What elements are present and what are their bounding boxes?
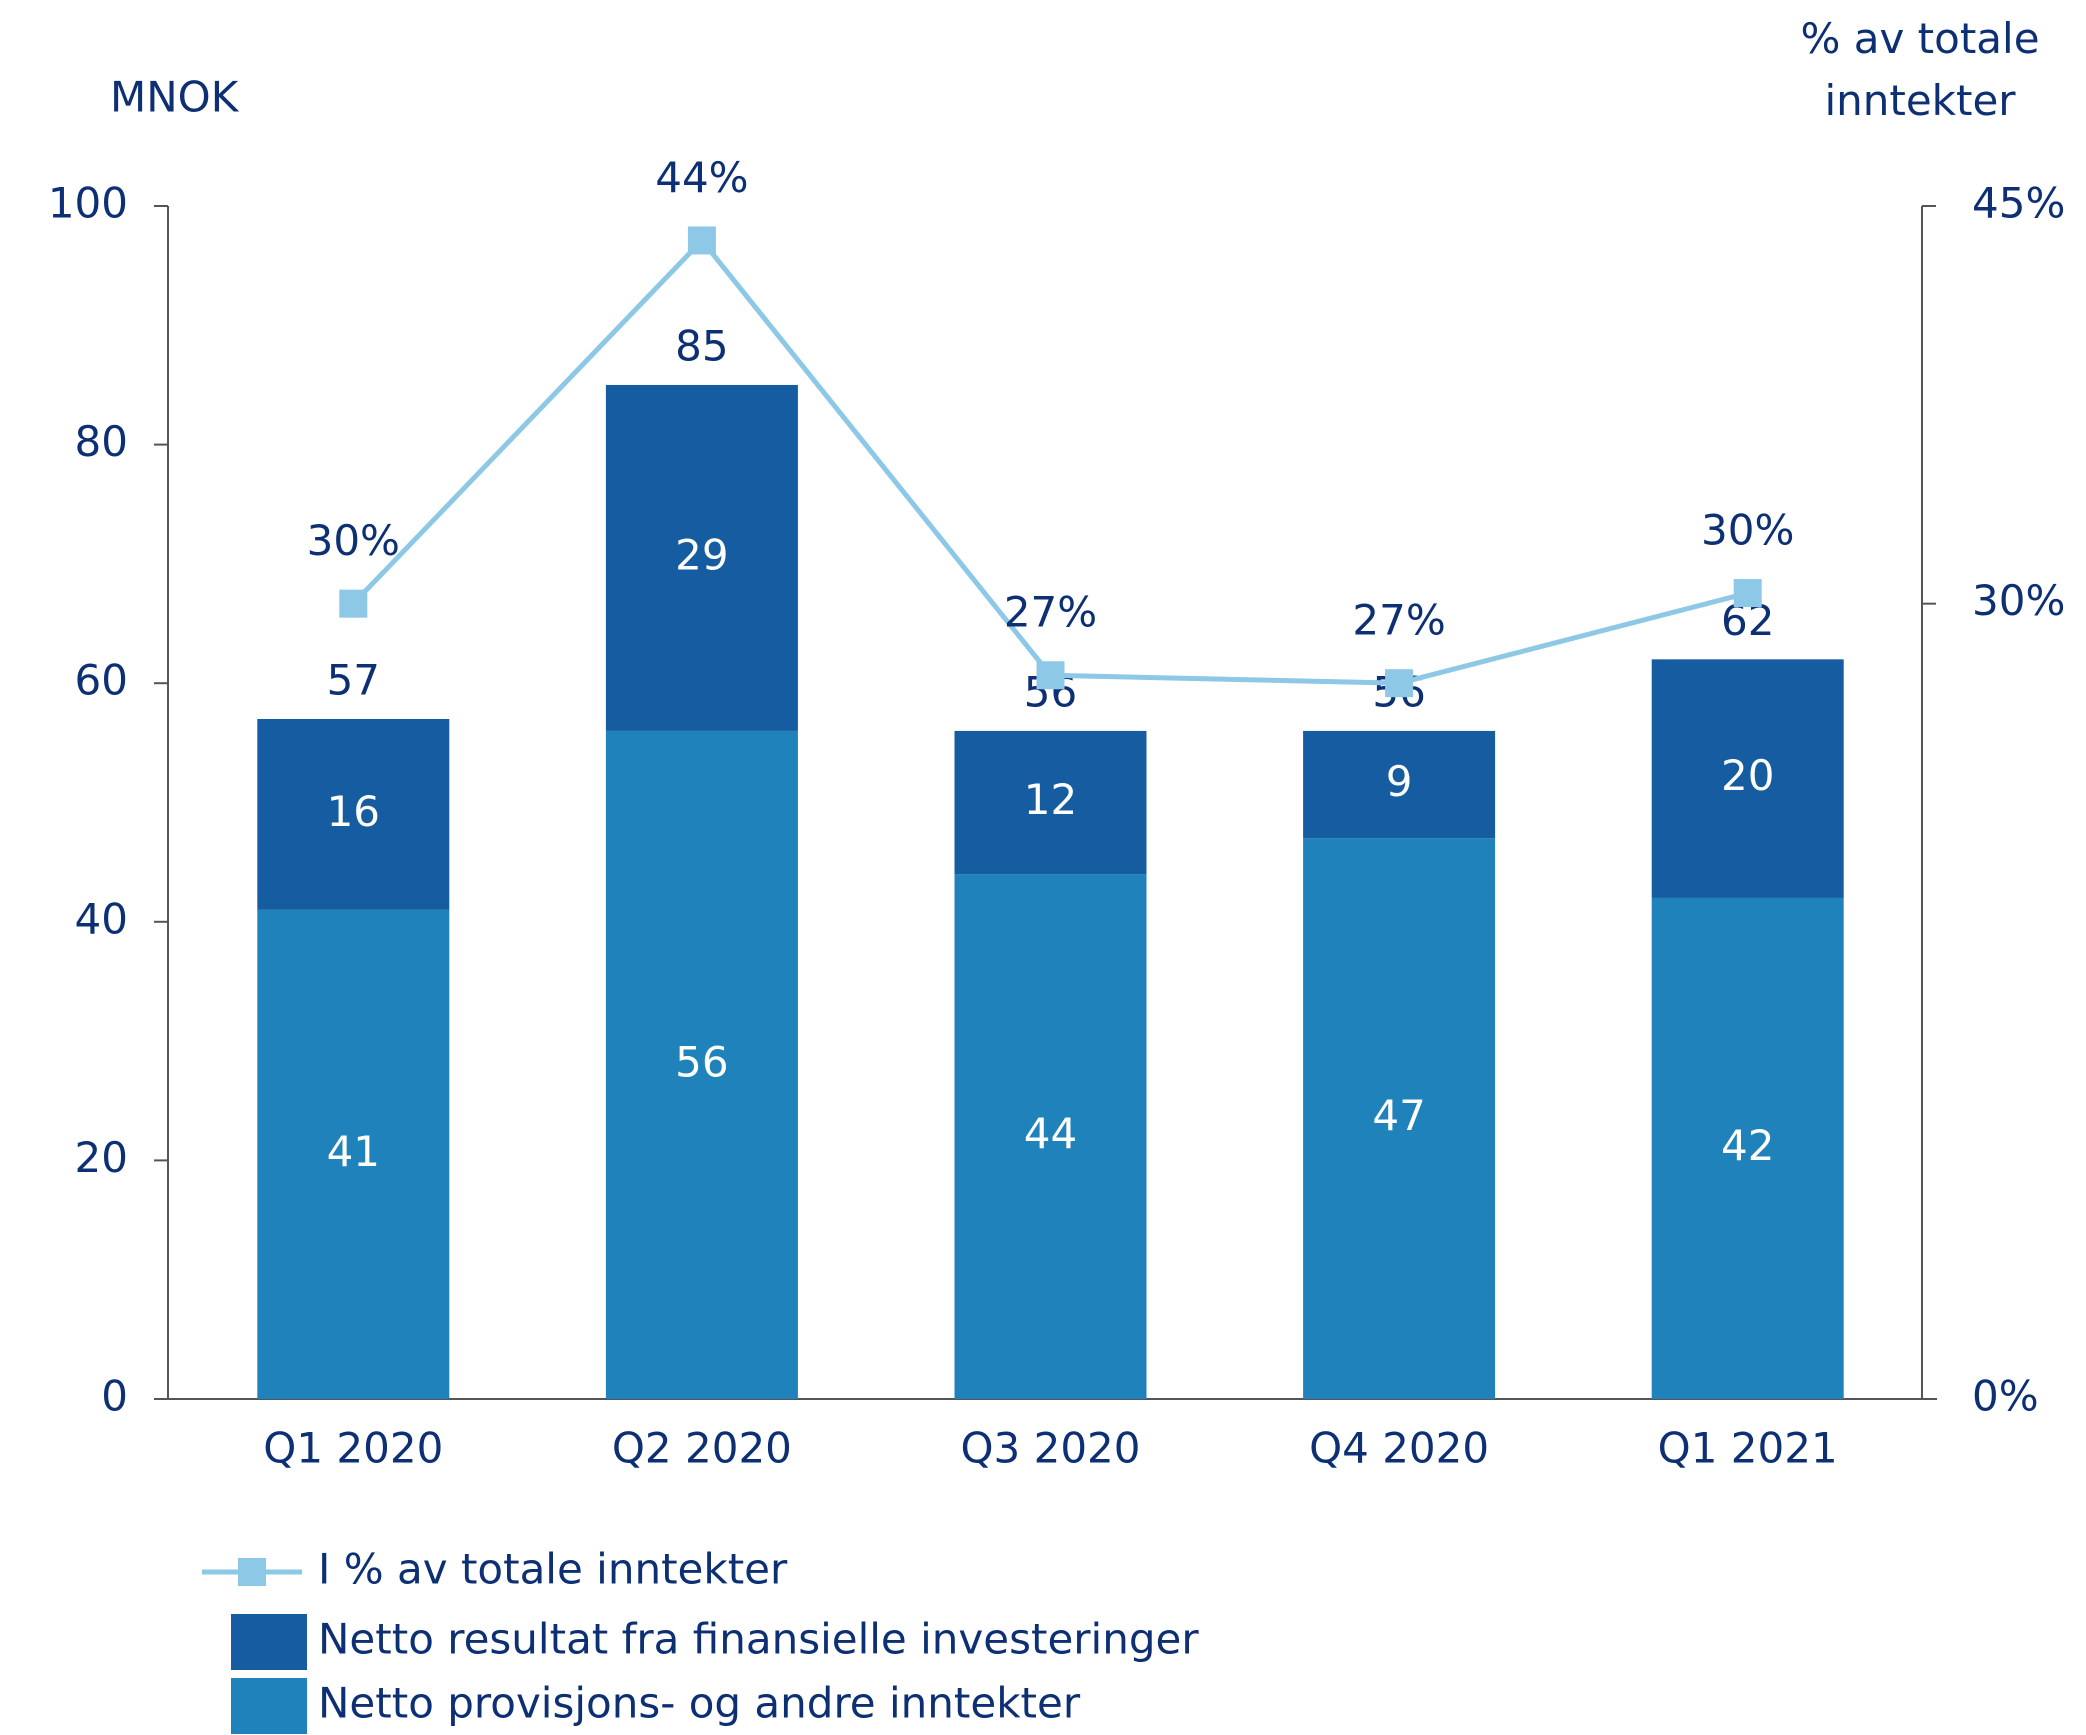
legend-label: I % av totale inntekter — [318, 1545, 788, 1594]
y2-tick-label: 30% — [1972, 576, 2065, 625]
bar-value-label: 42 — [1721, 1121, 1774, 1170]
legend-swatch — [231, 1614, 307, 1670]
bar-value-label: 9 — [1386, 757, 1413, 806]
y-tick-label: 60 — [75, 656, 128, 705]
y-tick-label: 80 — [75, 417, 128, 466]
bar-segment — [605, 384, 798, 731]
bar-value-label: 56 — [675, 1037, 728, 1086]
line-value-label: 27% — [1004, 588, 1097, 637]
y-axis-title: MNOK — [110, 73, 240, 122]
bar-segment — [954, 874, 1147, 1399]
bar-value-label: 16 — [327, 787, 380, 836]
bar-value-label: 29 — [675, 530, 728, 579]
line-value-label: 30% — [307, 516, 400, 565]
bar-total-label: 85 — [675, 321, 728, 370]
line-marker — [1036, 661, 1065, 690]
bar-segment — [257, 909, 450, 1399]
x-tick-label: Q2 2020 — [612, 1424, 792, 1473]
line-marker — [339, 589, 368, 618]
line-marker — [1385, 669, 1414, 698]
bar-segment — [954, 730, 1147, 875]
line-value-label: 44% — [655, 153, 748, 202]
y-tick-label: 0 — [101, 1372, 128, 1421]
line-marker — [687, 226, 716, 255]
bar-segment — [1303, 838, 1496, 1399]
bar-segment — [1651, 659, 1844, 898]
bar-total-label: 57 — [327, 655, 380, 704]
y-tick-label: 20 — [75, 1133, 128, 1182]
bar-segment — [1651, 897, 1844, 1399]
line-marker — [1733, 579, 1762, 608]
y-tick-label: 40 — [75, 894, 128, 943]
x-tick-label: Q1 2020 — [263, 1424, 443, 1473]
y-tick-label: 100 — [48, 179, 128, 228]
line-value-label: 27% — [1352, 596, 1445, 645]
legend-swatch — [231, 1678, 307, 1734]
bar-value-label: 20 — [1721, 751, 1774, 800]
bar-value-label: 41 — [327, 1127, 380, 1176]
y2-tick-label: 45% — [1972, 179, 2065, 228]
bar-segment — [257, 718, 450, 910]
y2-axis-title: % av totale inntekter — [1800, 14, 2040, 125]
line-value-label: 30% — [1701, 506, 1794, 555]
legend-label: Netto resultat fra finansielle investeri… — [318, 1615, 1199, 1664]
bar-segment — [605, 730, 798, 1399]
legend-marker — [238, 1558, 266, 1586]
bar-value-label: 47 — [1372, 1091, 1425, 1140]
legend-label: Netto provisjons- og andre inntekter — [318, 1679, 1081, 1728]
bar-value-label: 12 — [1024, 775, 1077, 824]
x-tick-label: Q4 2020 — [1309, 1424, 1489, 1473]
bar-value-label: 44 — [1024, 1109, 1077, 1158]
x-tick-label: Q3 2020 — [960, 1424, 1140, 1473]
y2-tick-label: 0% — [1972, 1372, 2039, 1421]
x-tick-label: Q1 2021 — [1658, 1424, 1838, 1473]
bar-segment — [1303, 730, 1496, 839]
